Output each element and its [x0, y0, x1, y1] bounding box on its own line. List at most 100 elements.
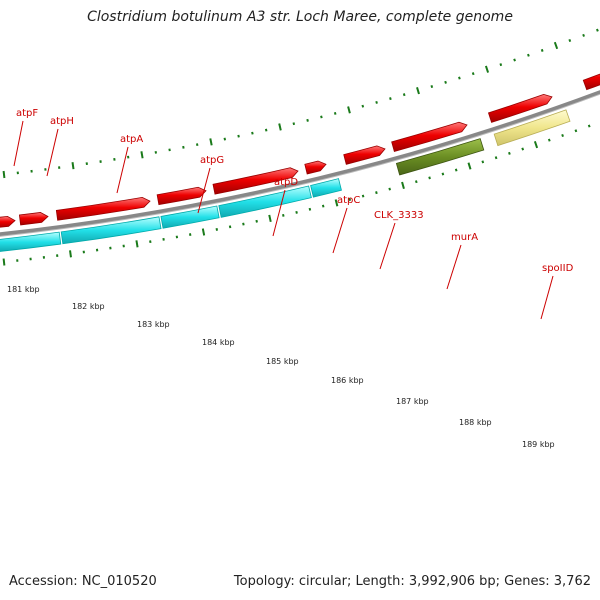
outer-minor-tick: [375, 191, 378, 195]
cds-red-5: [212, 167, 299, 195]
inner-minor-tick: [568, 38, 572, 43]
cds-olive-murA: [395, 138, 485, 176]
cds-red-4: [156, 186, 207, 206]
kbp-label-182: 182 kbp: [72, 302, 105, 311]
inner-major-tick: [71, 162, 75, 170]
leader-line: [540, 275, 554, 320]
inner-minor-tick: [527, 53, 530, 57]
leader-line: [446, 244, 462, 290]
inner-minor-tick: [361, 104, 365, 108]
gene-label-spoIID[interactable]: spoIID: [542, 263, 574, 274]
outer-minor-tick: [508, 151, 511, 155]
cds-cyan-2: [60, 216, 162, 245]
kbp-label-181: 181 kbp: [7, 285, 40, 294]
outer-minor-tick: [454, 168, 458, 172]
inner-minor-tick: [444, 80, 447, 84]
cds-cyan-3: [160, 205, 220, 229]
outer-major-tick: [401, 181, 405, 190]
kbp-label-189: 189 kbp: [522, 440, 555, 449]
inner-minor-tick: [251, 131, 254, 135]
kbp-label-183: 183 kbp: [137, 320, 170, 329]
outer-major-tick: [467, 162, 472, 170]
tick-dots-layer: [2, 28, 599, 266]
outer-minor-tick: [282, 213, 285, 217]
kbp-label-186: 186 kbp: [331, 376, 364, 385]
genome-summary-text: Topology: circular; Length: 3,992,906 bp…: [233, 574, 591, 589]
leader-line: [272, 189, 286, 237]
features-layer: [0, 73, 600, 252]
kbp-label-188: 188 kbp: [459, 418, 492, 427]
inner-minor-tick: [237, 134, 240, 138]
outer-major-tick: [533, 140, 539, 149]
outer-minor-tick: [441, 172, 445, 176]
gene-label-atpH[interactable]: atpH: [50, 116, 74, 127]
cds-red-8: [391, 121, 468, 152]
inner-minor-tick: [582, 33, 585, 37]
leader-line: [197, 167, 211, 214]
inner-major-tick: [416, 87, 420, 95]
outer-minor-tick: [428, 176, 431, 180]
label-leaders-layer: [13, 120, 554, 320]
outer-minor-tick: [481, 160, 485, 164]
outer-minor-tick: [587, 124, 591, 128]
gene-label-atpF[interactable]: atpF: [16, 108, 38, 119]
backbone-shadow: [0, 93, 600, 237]
gene-label-murA[interactable]: murA: [451, 232, 478, 243]
inner-minor-tick: [402, 93, 406, 97]
leader-line: [116, 146, 129, 194]
gene-labels-layer: atpF atpH atpA atpG atpD atpC CLK_3333 m…: [16, 108, 574, 274]
gene-label-atpG[interactable]: atpG: [200, 155, 224, 166]
outer-major-tick: [201, 228, 206, 236]
inner-major-tick: [140, 151, 144, 159]
inner-minor-tick: [292, 122, 296, 126]
gene-label-CLK_3333[interactable]: CLK_3333: [374, 210, 424, 221]
inner-minor-tick: [264, 128, 268, 132]
leader-line: [332, 207, 348, 254]
outer-major-tick: [69, 250, 72, 258]
inner-minor-tick: [471, 72, 475, 76]
outer-minor-tick: [561, 133, 564, 137]
cds-red-3: [55, 196, 151, 221]
cds-red-10: [582, 73, 600, 91]
outer-minor-tick: [361, 194, 365, 198]
cds-cyan-1: [0, 231, 62, 252]
inner-major-tick: [209, 138, 213, 146]
inner-minor-tick: [320, 115, 323, 119]
outer-minor-tick: [295, 210, 298, 214]
outer-minor-tick: [388, 187, 391, 191]
cds-red-2: [18, 212, 49, 226]
gene-label-atpA[interactable]: atpA: [120, 134, 143, 145]
inner-minor-tick: [333, 111, 337, 115]
accession-text: Accession: NC_010520: [9, 574, 157, 589]
gene-label-atpD[interactable]: atpD: [274, 177, 298, 188]
outer-major-tick: [2, 258, 6, 266]
kbp-labels-layer: 181 kbp 182 kbp 183 kbp 184 kbp 185 kbp …: [7, 285, 555, 449]
inner-minor-tick: [389, 97, 392, 101]
kbp-label-184: 184 kbp: [202, 338, 235, 347]
outer-minor-tick: [321, 204, 325, 208]
outer-minor-tick: [348, 198, 352, 201]
inner-minor-tick: [430, 85, 434, 89]
outer-minor-tick: [574, 129, 578, 133]
cds-cyan-5: [310, 178, 342, 198]
outer-minor-tick: [414, 180, 418, 184]
outer-minor-tick: [242, 222, 245, 226]
map-title: Clostridium botulinum A3 str. Loch Maree…: [87, 9, 513, 25]
inner-minor-tick: [596, 28, 599, 32]
cds-red-9: [487, 93, 553, 123]
backbone-layer: [0, 90, 600, 237]
outer-major-tick: [268, 214, 272, 223]
leader-line: [13, 120, 24, 167]
inner-major-tick: [553, 41, 559, 50]
cds-khaki-spoIID: [493, 109, 571, 147]
outer-minor-tick: [255, 219, 258, 223]
gene-label-atpC[interactable]: atpC: [337, 195, 360, 206]
inner-minor-tick: [375, 100, 378, 104]
inner-minor-tick: [513, 58, 516, 62]
inner-minor-tick: [458, 76, 461, 80]
kbp-label-187: 187 kbp: [396, 397, 429, 406]
leader-line: [379, 222, 396, 270]
outer-major-tick: [334, 199, 339, 207]
inner-minor-tick: [223, 137, 227, 141]
